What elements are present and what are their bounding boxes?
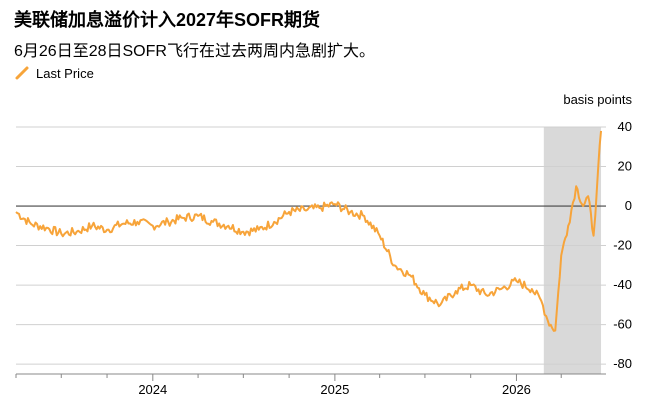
y-axis: 40 20 0 -20 -40 -60 -80 [613, 119, 632, 371]
x-tick-label: 2025 [320, 382, 349, 397]
y-tick-label: 0 [625, 198, 632, 213]
x-tick-label: 2026 [502, 382, 531, 397]
y-tick-label: -60 [613, 317, 632, 332]
y-tick-label: -20 [613, 238, 632, 253]
legend-swatch-last-price [15, 66, 29, 80]
highlight-band [543, 127, 602, 374]
series-line-last-price [15, 130, 603, 332]
grid-layer [16, 126, 606, 365]
x-tick-label: 2024 [138, 382, 167, 397]
y-axis-unit-label: basis points [563, 92, 632, 107]
y-tick-label: -40 [613, 277, 632, 292]
y-tick-label: -80 [613, 356, 632, 371]
x-axis: 2024 2025 2026 [15, 374, 562, 397]
y-tick-label: 40 [618, 119, 632, 134]
legend: Last Price [14, 64, 94, 82]
chart-subtitle: 6月26日至28日SOFR飞行在过去两周内急剧扩大。 [14, 43, 375, 60]
chart-title: 美联储加息溢价计入2027年SOFR期货 [14, 10, 321, 30]
legend-label-last-price: Last Price [36, 65, 94, 81]
y-tick-label: 20 [618, 159, 632, 174]
